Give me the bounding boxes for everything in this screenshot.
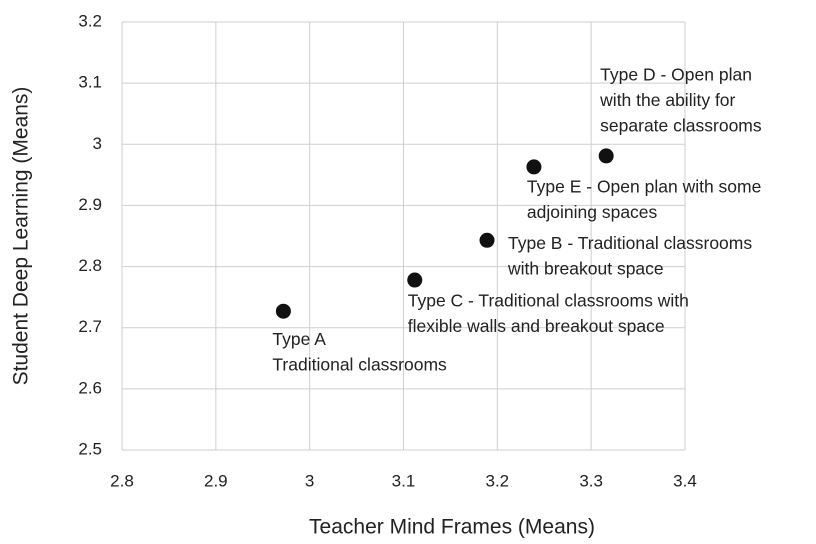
point	[526, 159, 542, 175]
y-tick-label: 3.1	[78, 73, 102, 92]
x-tick-label: 2.8	[110, 471, 134, 490]
y-tick-label: 2.8	[78, 256, 102, 275]
point-label: with breakout space	[507, 258, 664, 278]
y-axis-label: Student Deep Learning (Means)	[10, 87, 33, 386]
point	[275, 303, 291, 319]
y-tick-label: 3	[93, 134, 102, 153]
y-tick-label: 3.2	[78, 11, 102, 30]
point-label: adjoining spaces	[527, 202, 658, 222]
x-tick-label: 3.3	[579, 471, 603, 490]
x-tick-label: 2.9	[204, 471, 228, 490]
point-label: Type A	[272, 329, 326, 349]
y-tick-label: 2.7	[78, 317, 102, 336]
point	[479, 232, 495, 248]
point-label: Traditional classrooms	[272, 354, 447, 374]
point-label: with the ability for	[599, 90, 735, 110]
x-tick-label: 3	[305, 471, 314, 490]
point-label: separate classrooms	[600, 116, 762, 136]
point-label: Type C - Traditional classrooms with	[408, 291, 689, 311]
point-label: Type B - Traditional classrooms	[508, 233, 752, 253]
point-label: Type D - Open plan	[600, 65, 752, 85]
y-tick-label: 2.6	[78, 378, 102, 397]
point-label: Type E - Open plan with some	[527, 177, 761, 197]
x-tick-label: 3.2	[486, 471, 510, 490]
x-axis-label: Teacher Mind Frames (Means)	[309, 516, 595, 539]
y-tick-label: 2.9	[78, 195, 102, 214]
x-tick-label: 3.1	[392, 471, 416, 490]
point	[407, 272, 423, 288]
point-label: flexible walls and breakout space	[408, 316, 665, 336]
point	[598, 148, 614, 164]
x-tick-label: 3.4	[673, 471, 697, 490]
y-tick-label: 2.5	[78, 439, 102, 458]
